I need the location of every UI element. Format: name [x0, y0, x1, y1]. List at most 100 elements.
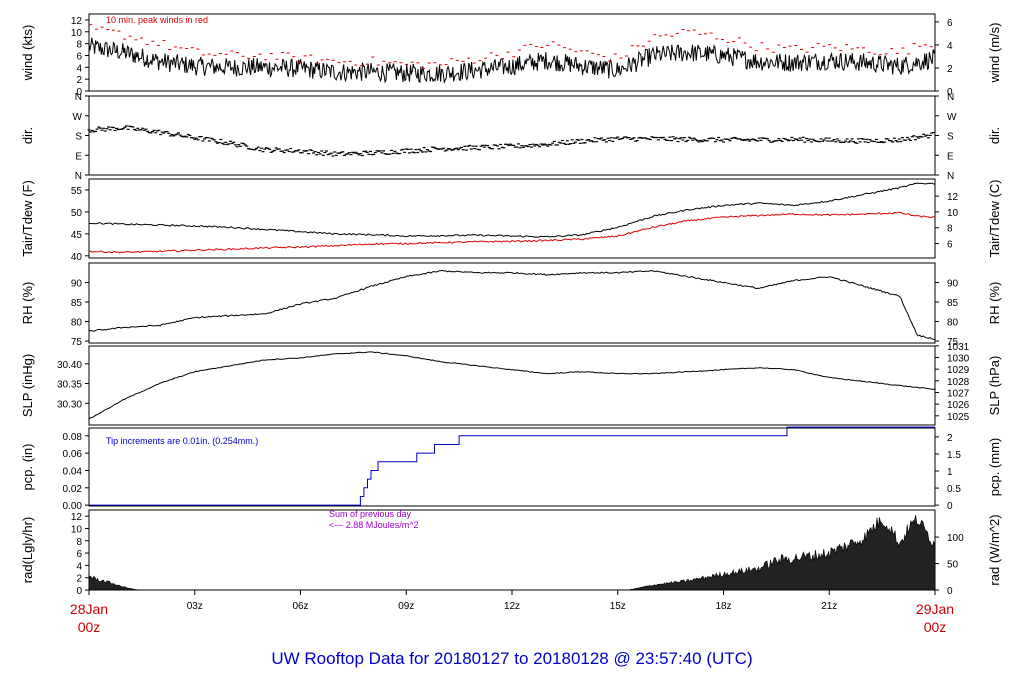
- right-tick-label-pcp: 0.5: [947, 484, 961, 495]
- x-tick-label: 18z: [715, 601, 731, 612]
- x-tick-label: 12z: [504, 601, 520, 612]
- ylabel-left-wind: wind (kts): [20, 25, 35, 82]
- left-tick-label-rad: 2: [76, 574, 82, 585]
- right-tick-label-temp: 12: [947, 192, 959, 203]
- ylabel-left-rh: RH (%): [20, 282, 35, 325]
- panel-frame-temp: [88, 178, 936, 259]
- right-tick-label-wind: 2: [947, 64, 953, 75]
- right-tick-label-slp: 1031: [947, 342, 970, 353]
- right-tick-label-rh: 85: [947, 298, 959, 309]
- ylabel-right-pcp: pcp. (mm): [987, 438, 1002, 497]
- ylabel-left-rad: rad(Lgly/hr): [20, 517, 35, 583]
- right-tick-label-slp: 1027: [947, 388, 970, 399]
- x-tick-label: 15z: [610, 601, 626, 612]
- right-tick-label-pcp: 1.5: [947, 450, 961, 461]
- x-tick-label: 06z: [292, 601, 308, 612]
- right-tick-label-slp: 1028: [947, 377, 970, 388]
- panel-frame-dir: [88, 95, 936, 176]
- left-tick-label-wind: 2: [76, 75, 82, 86]
- series-rh-0: [88, 269, 936, 341]
- ylabel-left-dir: dir.: [20, 127, 35, 144]
- left-tick-label-rad: 10: [71, 524, 83, 535]
- left-tick-label-pcp: 0.02: [63, 484, 83, 495]
- left-tick-label-rh: 75: [71, 337, 83, 348]
- panel-temp: 40 45 50 55 6 8 10 12 Tair/Tdew (F) Tair/Tdew (C): [20, 178, 1002, 263]
- right-tick-label-dir: W: [947, 112, 957, 123]
- left-tick-label-rh: 85: [71, 298, 83, 309]
- x-start-time: 00z: [78, 619, 101, 635]
- right-tick-label-pcp: 0: [947, 501, 953, 512]
- left-tick-label-wind: 12: [71, 16, 83, 27]
- rad-annotation-line1: Sum of previous day: [329, 509, 412, 519]
- ylabel-right-temp: Tair/Tdew (C): [987, 179, 1002, 257]
- right-tick-label-rh: 80: [947, 318, 959, 329]
- right-tick-label-slp: 1025: [947, 412, 970, 423]
- series-temp-0: [89, 182, 936, 238]
- left-tick-label-pcp: 0.00: [63, 501, 83, 512]
- x-tick-label: 09z: [398, 601, 414, 612]
- x-start-date: 28Jan: [70, 601, 108, 617]
- right-tick-label-wind: 0: [947, 87, 953, 98]
- left-tick-label-rh: 80: [71, 318, 83, 329]
- series-rad-0: [88, 515, 936, 591]
- left-tick-label-wind: 0: [76, 87, 82, 98]
- ylabel-left-temp: Tair/Tdew (F): [20, 180, 35, 257]
- left-tick-label-rad: 6: [76, 549, 82, 560]
- left-tick-label-rad: 8: [76, 537, 82, 548]
- right-tick-label-temp: 8: [947, 224, 953, 235]
- left-tick-label-dir: W: [73, 112, 83, 123]
- ylabel-left-pcp: pcp. (in): [20, 444, 35, 491]
- ylabel-right-dir: dir.: [987, 127, 1002, 144]
- left-tick-label-slp: 30.40: [57, 360, 82, 371]
- left-tick-label-rad: 0: [76, 586, 82, 597]
- panel-pcp: 0.00 0.02 0.04 0.06 0.08 0 0.5 1 1.5 2 pcp. (in) pc…: [20, 426, 1002, 512]
- left-tick-label-dir: S: [75, 132, 82, 143]
- left-tick-label-rad: 12: [71, 512, 83, 523]
- ylabel-right-rad: rad (W/m^2): [987, 514, 1002, 585]
- right-tick-label-rad: 50: [947, 560, 959, 571]
- right-tick-label-dir: N: [947, 92, 954, 103]
- x-end-time: 00z: [924, 619, 947, 635]
- left-tick-label-pcp: 0.08: [63, 432, 83, 443]
- right-tick-label-dir: S: [947, 132, 954, 143]
- left-tick-label-temp: 55: [71, 186, 83, 197]
- ylabel-left-slp: SLP (inHg): [20, 354, 35, 417]
- right-tick-label-pcp: 2: [947, 433, 953, 444]
- panel-frame-rh: [88, 262, 936, 344]
- right-tick-label-slp: 1029: [947, 365, 970, 376]
- right-tick-label-dir: N: [947, 171, 954, 182]
- right-tick-label-rad: 100: [947, 533, 964, 544]
- left-tick-label-wind: 8: [76, 40, 82, 51]
- panel-slp: 30.30 30.35 30.40 1025102610271028102910301…: [20, 342, 1002, 426]
- x-tick-label: 21z: [821, 601, 837, 612]
- left-tick-label-pcp: 0.06: [63, 449, 83, 460]
- series-wind-0: [88, 37, 936, 85]
- wind-annotation: 10 min. peak winds in red: [106, 15, 208, 25]
- right-tick-label-rh: 75: [947, 337, 959, 348]
- left-tick-label-wind: 6: [76, 51, 82, 62]
- ylabel-right-slp: SLP (hPa): [987, 356, 1002, 416]
- left-tick-label-rad: 4: [76, 561, 82, 572]
- ylabel-right-rh: RH (%): [987, 282, 1002, 325]
- panel-frame-pcp: [88, 427, 936, 507]
- right-tick-label-slp: 1030: [947, 354, 970, 365]
- right-tick-label-rad: 0: [947, 586, 953, 597]
- panel-frame-wind: [88, 13, 936, 92]
- right-tick-label-wind: 6: [947, 18, 953, 29]
- panel-rh: 75 80 85 90 75 80 85 90 RH (%) RH (%): [20, 262, 1002, 348]
- left-tick-label-temp: 45: [71, 230, 83, 241]
- right-tick-label-rh: 90: [947, 279, 959, 290]
- right-tick-label-slp: 1026: [947, 400, 970, 411]
- right-tick-label-pcp: 1: [947, 467, 953, 478]
- right-tick-label-wind: 4: [947, 41, 953, 52]
- x-end-date: 29Jan: [916, 601, 954, 617]
- ylabel-right-wind: wind (m/s): [987, 23, 1002, 84]
- left-tick-label-dir: N: [75, 92, 82, 103]
- left-tick-label-slp: 30.30: [57, 399, 82, 410]
- left-tick-label-temp: 40: [71, 252, 83, 263]
- x-tick-label: 03z: [187, 601, 203, 612]
- left-tick-label-wind: 10: [71, 28, 83, 39]
- left-tick-label-rh: 90: [71, 279, 83, 290]
